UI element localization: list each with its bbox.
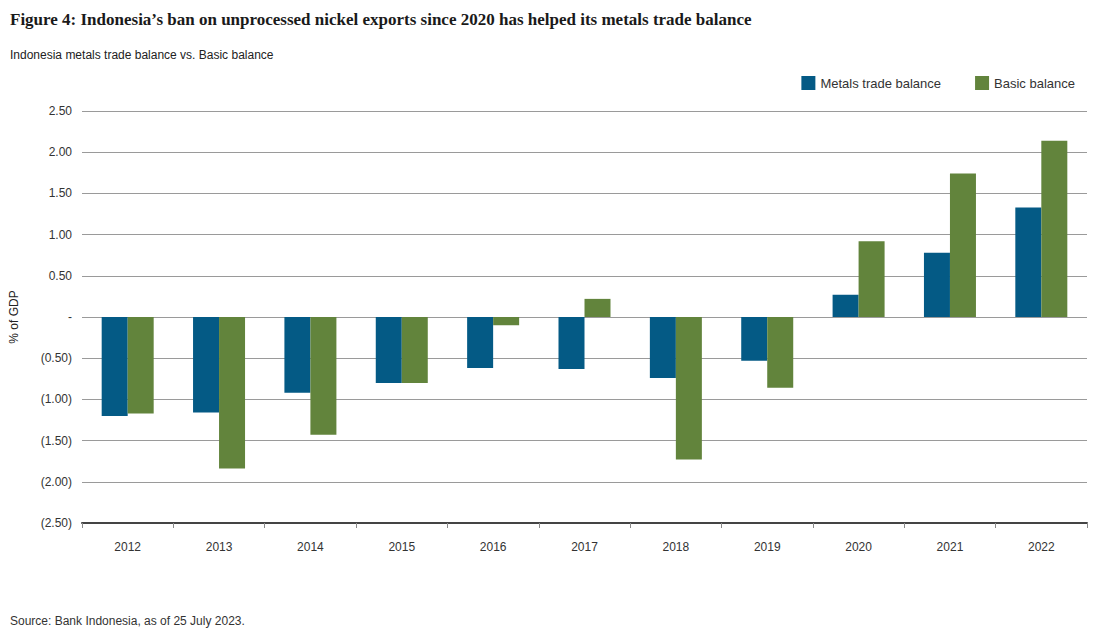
svg-text:% of GDP: % of GDP (7, 290, 21, 343)
svg-text:2020: 2020 (845, 540, 872, 554)
svg-text:-: - (68, 310, 72, 324)
svg-text:2016: 2016 (480, 540, 507, 554)
svg-text:2017: 2017 (571, 540, 598, 554)
svg-text:2018: 2018 (663, 540, 690, 554)
svg-text:(1.00): (1.00) (41, 392, 72, 406)
svg-text:2019: 2019 (754, 540, 781, 554)
svg-text:2015: 2015 (388, 540, 415, 554)
svg-text:(2.00): (2.00) (41, 475, 72, 489)
svg-text:Indonesia metals trade balance: Indonesia metals trade balance vs. Basic… (10, 48, 274, 62)
svg-text:(0.50): (0.50) (41, 351, 72, 365)
svg-text:Figure 4: Indonesia’s ban on u: Figure 4: Indonesia’s ban on unprocessed… (10, 10, 752, 29)
svg-text:2012: 2012 (114, 540, 141, 554)
svg-text:2014: 2014 (297, 540, 324, 554)
svg-text:1.50: 1.50 (49, 186, 73, 200)
svg-text:(2.50): (2.50) (41, 516, 72, 530)
svg-text:2013: 2013 (206, 540, 233, 554)
svg-text:(1.50): (1.50) (41, 434, 72, 448)
svg-text:Basic balance: Basic balance (994, 76, 1075, 91)
svg-text:Source: Bank Indonesia, as of: Source: Bank Indonesia, as of 25 July 20… (10, 614, 245, 628)
svg-text:1.00: 1.00 (49, 228, 73, 242)
svg-text:0.50: 0.50 (49, 269, 73, 283)
svg-text:Metals trade balance: Metals trade balance (820, 76, 941, 91)
svg-text:2021: 2021 (937, 540, 964, 554)
svg-text:2.50: 2.50 (49, 104, 73, 118)
svg-text:2.00: 2.00 (49, 145, 73, 159)
svg-text:2022: 2022 (1028, 540, 1055, 554)
